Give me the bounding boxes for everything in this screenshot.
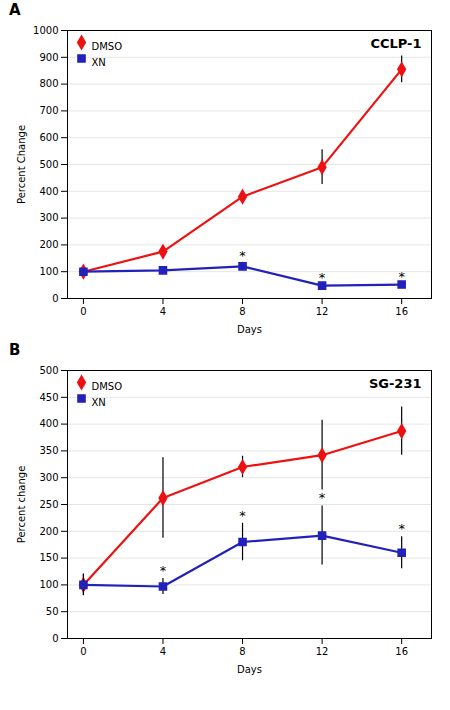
svg-text:Days: Days [237,664,262,675]
svg-text:*: * [319,270,326,285]
svg-text:350: 350 [39,445,58,456]
svg-text:200: 200 [39,239,58,250]
svg-text:*: * [398,269,405,284]
svg-text:300: 300 [39,472,58,483]
svg-text:DMSO: DMSO [92,381,123,392]
svg-text:100: 100 [39,266,58,277]
svg-text:16: 16 [395,646,408,657]
svg-text:900: 900 [39,52,58,63]
svg-text:700: 700 [39,105,58,116]
svg-text:*: * [319,490,326,505]
svg-text:*: * [239,248,246,263]
svg-text:Percent Change: Percent Change [16,125,27,204]
svg-text:*: * [160,563,167,578]
svg-text:Percent change: Percent change [16,466,27,544]
svg-text:450: 450 [39,392,58,403]
svg-text:8: 8 [239,306,245,317]
svg-text:12: 12 [316,306,329,317]
svg-text:0: 0 [80,306,86,317]
svg-text:400: 400 [39,418,58,429]
svg-text:*: * [398,521,405,536]
svg-text:16: 16 [395,306,408,317]
svg-text:300: 300 [39,212,58,223]
html-text:A: A [9,1,21,19]
svg-text:800: 800 [39,78,58,89]
svg-text:*: * [239,508,246,523]
svg-text:SG-231: SG-231 [369,376,422,391]
svg-text:0: 0 [52,633,58,644]
svg-text:XN: XN [92,57,106,68]
svg-text:600: 600 [39,132,58,143]
svg-text:0: 0 [80,646,86,657]
html-text:B: B [9,341,21,359]
svg-text:50: 50 [46,606,59,617]
svg-text:4: 4 [160,306,166,317]
svg-text:XN: XN [92,397,106,408]
svg-text:500: 500 [39,159,58,170]
svg-text:200: 200 [39,526,58,537]
svg-text:12: 12 [316,646,329,657]
svg-text:250: 250 [39,499,58,510]
svg-text:4: 4 [160,646,166,657]
svg-text:DMSO: DMSO [92,41,123,52]
svg-text:CCLP-1: CCLP-1 [370,36,421,51]
svg-text:Days: Days [237,324,262,335]
svg-text:100: 100 [39,579,58,590]
svg-text:500: 500 [39,365,58,376]
svg-text:1000: 1000 [33,25,58,36]
svg-text:150: 150 [39,552,58,563]
svg-text:400: 400 [39,186,58,197]
svg-text:0: 0 [52,293,58,304]
svg-text:8: 8 [239,646,245,657]
